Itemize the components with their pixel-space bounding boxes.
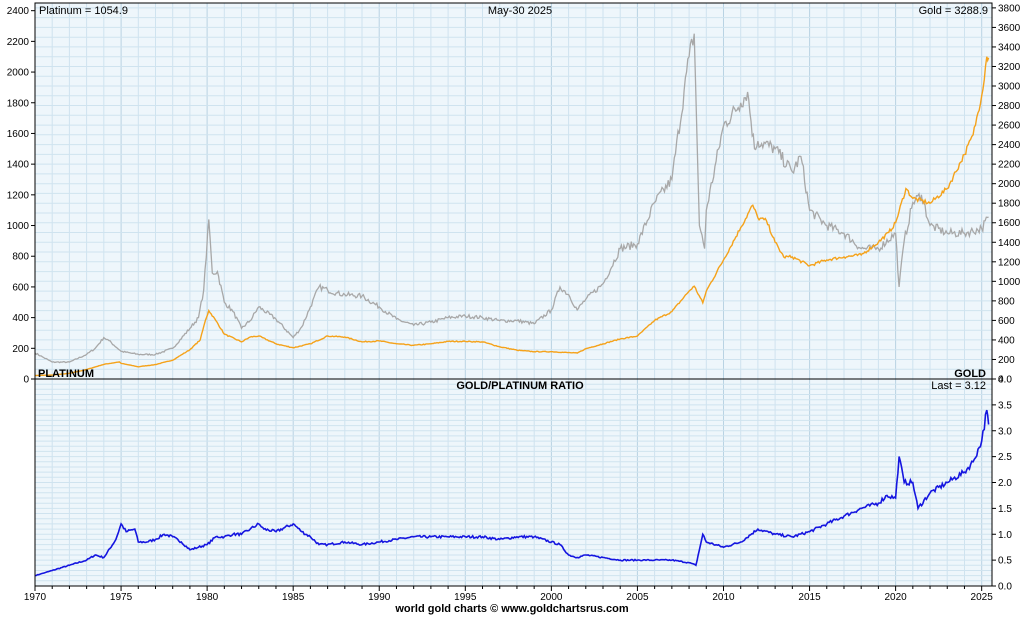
right-axis-tick-label: 3000 — [998, 82, 1021, 93]
x-axis-tick-label: 1990 — [368, 592, 391, 603]
left-axis-tick-label: 1000 — [7, 221, 30, 232]
gold-platinum-ratio-line — [34, 409, 990, 577]
left-axis-tick-label: 200 — [12, 344, 29, 355]
ratio-panel-title: GOLD/PLATINUM RATIO — [456, 380, 584, 392]
left-axis-tick-label: 600 — [12, 282, 29, 293]
platinum-price-line — [34, 33, 989, 364]
ratio-axis-tick-label: 3.0 — [998, 426, 1012, 437]
x-axis-tick-label: 2025 — [971, 592, 994, 603]
right-axis-tick-label: 3200 — [998, 62, 1021, 73]
right-axis-tick-label: 2600 — [998, 121, 1021, 132]
right-axis-tick-label: 3600 — [998, 23, 1021, 34]
x-axis-tick-label: 2020 — [884, 592, 907, 603]
x-axis-tick-label: 1985 — [282, 592, 305, 603]
ratio-axis-tick-label: 0.0 — [998, 582, 1012, 593]
right-axis-tick-label: 1400 — [998, 238, 1021, 249]
left-axis-tick-label: 2200 — [7, 37, 30, 48]
ratio-axis-tick-label: 2.5 — [998, 452, 1012, 463]
gold-price-line — [35, 56, 990, 377]
gold-series-label: GOLD — [954, 368, 986, 380]
chart-date-label: May-30 2025 — [488, 5, 552, 17]
left-axis-tick-label: 1600 — [7, 129, 30, 140]
gold-last-label: Gold = 3288.9 — [919, 5, 988, 17]
platinum-last-label: Platinum = 1054.9 — [39, 5, 128, 17]
left-axis-tick-label: 1200 — [7, 190, 30, 201]
ratio-axis-tick-label: 1.5 — [998, 504, 1012, 515]
x-axis-tick-label: 1975 — [110, 592, 133, 603]
left-axis-tick-label: 1400 — [7, 160, 30, 171]
platinum-series-label: PLATINUM — [38, 368, 94, 380]
upper-grid — [34, 3, 992, 380]
ratio-axis-tick-label: 3.5 — [998, 400, 1012, 411]
left-axis-tick-label: 800 — [12, 252, 29, 263]
right-axis-tick-label: 1800 — [998, 199, 1021, 210]
left-axis-tick-label: 0 — [23, 375, 29, 386]
x-axis-tick-label: 2000 — [540, 592, 563, 603]
right-axis-tick-label: 0 — [998, 375, 1004, 386]
right-axis-tick-label: 600 — [998, 316, 1015, 327]
x-axis-tick-label: 2005 — [626, 592, 649, 603]
ratio-axis-tick-label: 2.0 — [998, 478, 1012, 489]
x-axis-tick-label: 2010 — [712, 592, 735, 603]
upper-panel-background — [35, 3, 992, 379]
right-axis-tick-label: 200 — [998, 355, 1015, 366]
ratio-axis: 0.0 0.5 1.0 1.5 2.0 2.5 3.0 3.5 4.0 — [992, 375, 1012, 593]
right-axis-tick-label: 1600 — [998, 218, 1021, 229]
right-axis-tick-label: 1200 — [998, 257, 1021, 268]
right-axis-tick-label: 3400 — [998, 42, 1021, 53]
left-axis-tick-label: 400 — [12, 313, 29, 324]
x-axis-tick-label: 1980 — [196, 592, 219, 603]
right-axis-tick-label: 800 — [998, 296, 1015, 307]
left-axis-tick-label: 2000 — [7, 68, 30, 79]
ratio-axis-tick-label: 4.0 — [998, 375, 1012, 386]
chart-footer-credit: world gold charts © www.goldchartsrus.co… — [394, 603, 628, 615]
x-axis-tick-label: 1970 — [24, 592, 47, 603]
ratio-last-label: Last = 3.12 — [931, 380, 986, 392]
left-axis-tick-label: 2400 — [7, 6, 30, 17]
right-price-axis: 0 200 400 600 800 1000 1200 1400 1600 1800 2000 220… — [992, 3, 1021, 386]
right-axis-tick-label: 400 — [998, 335, 1015, 346]
right-axis-tick-label: 1000 — [998, 277, 1021, 288]
right-axis-tick-label: 2800 — [998, 101, 1021, 112]
lower-grid — [34, 378, 992, 587]
x-axis-tick-label: 1995 — [454, 592, 477, 603]
left-axis-tick-label: 1800 — [7, 98, 30, 109]
ratio-axis-tick-label: 0.5 — [998, 556, 1012, 567]
year-axis: 1970 1975 1980 1985 1990 1995 2000 2005 2010 2015… — [24, 586, 993, 603]
right-axis-tick-label: 3800 — [998, 3, 1021, 14]
ratio-axis-tick-label: 1.0 — [998, 530, 1012, 541]
x-axis-tick-label: 2015 — [798, 592, 821, 603]
left-price-axis: 0 200 400 600 800 1000 1200 1400 1600 1800 2000 220… — [7, 6, 35, 386]
right-axis-tick-label: 2200 — [998, 160, 1021, 171]
right-axis-tick-label: 2400 — [998, 140, 1021, 151]
right-axis-tick-label: 2000 — [998, 179, 1021, 190]
